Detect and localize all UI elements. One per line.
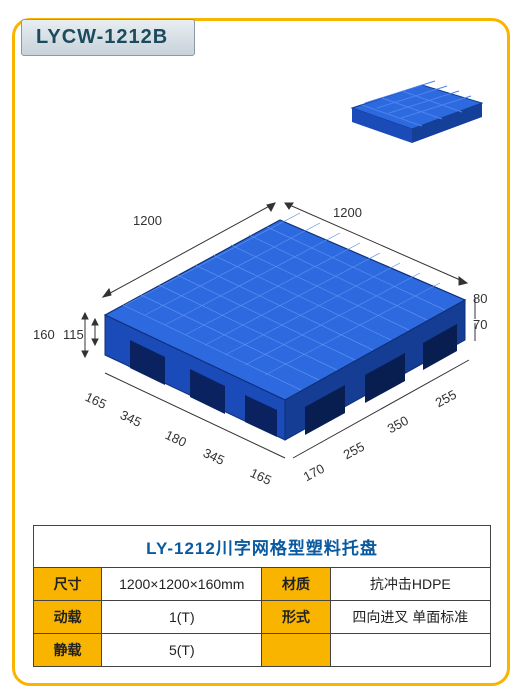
spec-val: 四向进叉 单面标准 bbox=[330, 601, 490, 634]
spec-key: 尺寸 bbox=[34, 568, 102, 601]
pallet-thumbnail bbox=[337, 73, 487, 151]
spec-key bbox=[262, 634, 330, 667]
spec-row-1: 动载 1(T) 形式 四向进叉 单面标准 bbox=[34, 601, 491, 634]
spec-title-row: LY-1212川字网格型塑料托盘 bbox=[34, 526, 491, 568]
spec-row-2: 静载 5(T) bbox=[34, 634, 491, 667]
dim-right-h2: 70 bbox=[473, 317, 487, 332]
pallet-diagram bbox=[45, 185, 485, 515]
spec-table: LY-1212川字网格型塑料托盘 尺寸 1200×1200×160mm 材质 抗… bbox=[33, 525, 491, 667]
model-code-tab: LYCW-1212B bbox=[21, 19, 195, 56]
dim-right-h1: 80 bbox=[473, 291, 487, 306]
spec-val bbox=[330, 634, 490, 667]
spec-val: 抗冲击HDPE bbox=[330, 568, 490, 601]
spec-val: 1(T) bbox=[102, 601, 262, 634]
spec-val: 1200×1200×160mm bbox=[102, 568, 262, 601]
spec-key: 材质 bbox=[262, 568, 330, 601]
spec-val: 5(T) bbox=[102, 634, 262, 667]
product-card: LYCW-1212B bbox=[12, 18, 510, 686]
image-area: 1200 1200 160 115 80 70 165 345 180 345 … bbox=[25, 65, 497, 535]
spec-key: 形式 bbox=[262, 601, 330, 634]
dim-top-left: 1200 bbox=[133, 213, 162, 228]
dim-left-h1: 160 bbox=[33, 327, 55, 342]
spec-key: 静载 bbox=[34, 634, 102, 667]
product-title: LY-1212川字网格型塑料托盘 bbox=[34, 526, 491, 568]
dim-left-h2: 115 bbox=[63, 327, 84, 342]
spec-key: 动载 bbox=[34, 601, 102, 634]
model-code: LYCW-1212B bbox=[36, 26, 168, 48]
dim-top-right: 1200 bbox=[333, 205, 362, 220]
spec-row-0: 尺寸 1200×1200×160mm 材质 抗冲击HDPE bbox=[34, 568, 491, 601]
